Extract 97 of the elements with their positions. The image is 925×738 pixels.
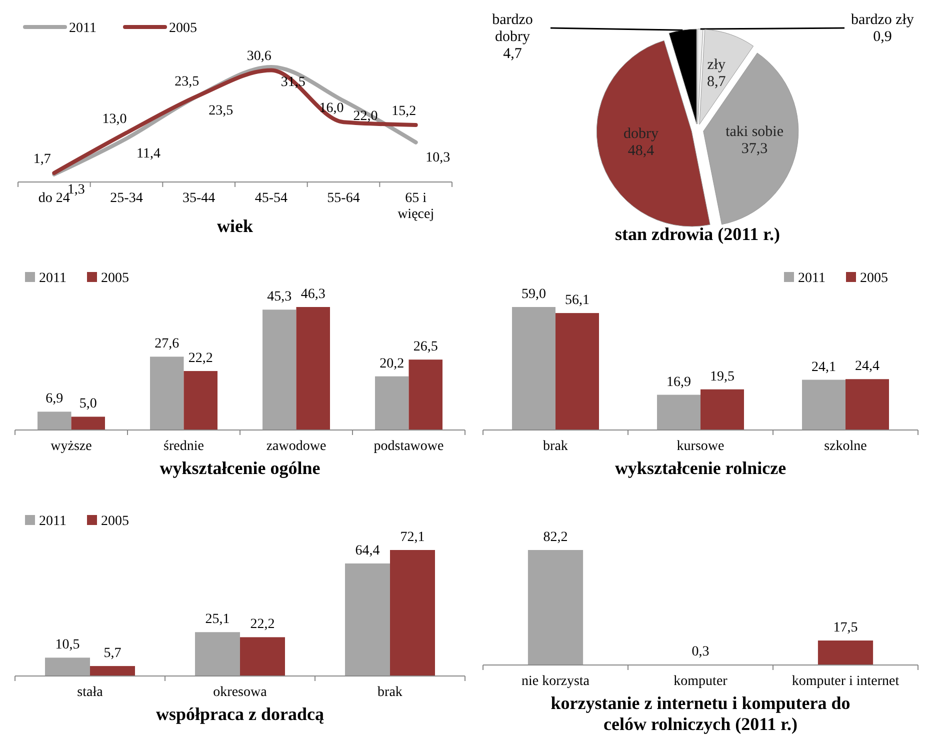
bar <box>390 550 435 676</box>
x-tick-label: nie korzysta <box>521 674 590 689</box>
data-label: 56,1 <box>565 293 590 308</box>
data-label: 23,5 <box>208 103 234 118</box>
x-tick-label: komputer i internet <box>792 674 900 689</box>
data-label: 17,5 <box>833 620 858 636</box>
x-tick-label: brak <box>378 685 402 700</box>
data-label: 64,4 <box>355 543 380 558</box>
slice-label: zły <box>707 56 726 73</box>
bar <box>657 394 700 430</box>
data-label: 16,0 <box>319 101 344 116</box>
data-label: 46,3 <box>300 287 326 302</box>
data-label: 19,5 <box>710 369 734 384</box>
legend-label: 2005 <box>169 21 197 36</box>
slice-label: bardzo zły <box>851 12 914 28</box>
data-label: 27,6 <box>154 336 180 352</box>
bar <box>802 380 846 430</box>
text: stan zdrowia (2011 r.) <box>614 224 780 244</box>
x-tick-label: 55-64 <box>327 191 360 206</box>
x-tick-label: okresowa <box>213 685 268 700</box>
data-label: 22,0 <box>353 108 378 124</box>
data-label: 0,9 <box>873 29 892 45</box>
data-label: 45,3 <box>267 290 292 305</box>
x-tick-label: kursowe <box>676 439 724 454</box>
data-label: 82,2 <box>543 530 568 545</box>
data-label: 4,7 <box>503 46 522 62</box>
legend-label: 2005 <box>101 271 129 286</box>
bar <box>184 371 218 430</box>
bar <box>195 632 240 676</box>
data-label: 16,9 <box>666 374 691 390</box>
x-tick-label: 25-34 <box>110 191 143 206</box>
bar <box>45 658 90 676</box>
x-axis-title: wiek <box>217 216 253 236</box>
data-label: 22,2 <box>188 351 213 366</box>
bar <box>296 307 330 430</box>
x-tick-label: stała <box>77 685 104 700</box>
slice-label: taki sobie <box>726 124 784 140</box>
data-label: 26,5 <box>413 340 438 355</box>
x-tick-label: zawodowe <box>266 439 326 454</box>
slice-label: dobry <box>623 126 659 142</box>
data-label: 15,2 <box>392 104 416 119</box>
data-label: 25,1 <box>205 612 230 628</box>
bar <box>556 313 599 430</box>
legend-label: 2011 <box>39 514 66 529</box>
legend-label: 2005 <box>101 514 129 529</box>
bar <box>345 563 390 676</box>
bar <box>408 360 442 430</box>
data-label: 5,0 <box>79 396 97 412</box>
data-label: 30,6 <box>246 49 272 64</box>
x-tick-label: wyższe <box>50 439 92 454</box>
bar <box>71 416 105 430</box>
legend-label: 2005 <box>860 271 888 286</box>
x-tick-label: brak <box>543 439 568 454</box>
legend-label: 2011 <box>798 271 826 286</box>
x-tick-label: 65 i więcej <box>398 191 434 222</box>
x-tick-label: komputer <box>674 674 728 689</box>
x-axis-title: korzystanie z internetu i komputera do celów rolniczych (2011 r.) <box>550 693 850 734</box>
legend-label: 2011 <box>69 21 96 36</box>
slice-label: bardzo dobry <box>492 12 533 45</box>
bar <box>38 412 72 430</box>
data-label: 6,9 <box>46 392 64 407</box>
legend-label: 2011 <box>39 271 66 286</box>
x-tick-label: szkolne <box>824 439 867 454</box>
bar <box>240 637 285 676</box>
data-label: 10,5 <box>55 638 80 653</box>
bar <box>262 310 296 430</box>
data-label: 10,3 <box>426 150 450 166</box>
data-label: 20,2 <box>380 356 404 372</box>
data-label: 72,1 <box>400 530 425 545</box>
x-tick-label: do 24 <box>38 191 70 206</box>
bar <box>150 356 184 430</box>
data-label: 11,4 <box>136 146 160 162</box>
x-tick-label: podstawowe <box>374 439 444 454</box>
x-axis-title: współpraca z doradcą <box>156 704 324 724</box>
data-label: 59,0 <box>522 287 546 302</box>
data-label: 8,7 <box>706 74 726 90</box>
bar <box>700 389 744 430</box>
x-tick-label: 45-54 <box>254 191 288 206</box>
data-label: 37,3 <box>741 140 768 157</box>
data-label: 23,5 <box>174 74 200 90</box>
bar <box>375 376 409 430</box>
x-axis-title: wykształcenie ogólne <box>160 458 320 478</box>
bar <box>846 379 889 430</box>
x-tick-label: 35-44 <box>182 191 216 206</box>
data-label: 24,1 <box>812 360 836 375</box>
data-label: 13,0 <box>102 112 127 127</box>
bar <box>90 666 135 676</box>
data-label: 22,2 <box>250 617 275 632</box>
bar <box>512 307 556 430</box>
data-label: 24,4 <box>855 359 880 374</box>
data-label: 1,7 <box>33 152 51 167</box>
data-label: 48,4 <box>628 143 655 160</box>
x-axis-title: wykształcenie rolnicze <box>614 458 786 478</box>
data-label: 0,3 <box>692 644 710 660</box>
x-tick-label: średnie <box>164 439 204 454</box>
data-label: 1,3 <box>67 182 85 198</box>
data-label: 5,7 <box>104 646 122 662</box>
